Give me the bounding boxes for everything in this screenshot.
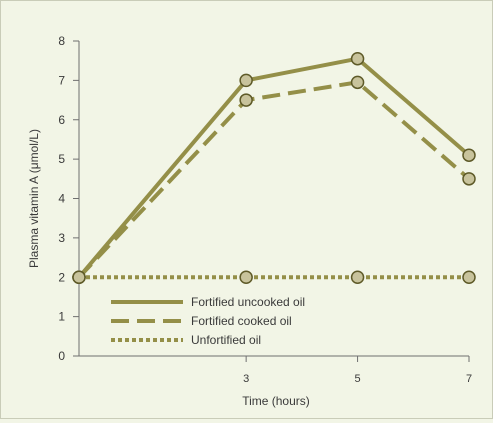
data-point (462, 148, 476, 162)
y-tick-label: 1 (58, 310, 65, 324)
data-point (350, 270, 365, 284)
y-axis-label: Plasma vitamin A (μmol/L) (27, 129, 41, 268)
data-point (239, 270, 253, 284)
data-markers (72, 51, 476, 284)
y-tick-label: 2 (58, 270, 65, 284)
y-tick-label: 8 (58, 34, 65, 48)
data-point (72, 270, 86, 284)
series-line-solid (77, 56, 471, 279)
legend: Fortified uncooked oil Fortified cooked o… (111, 295, 305, 347)
data-point (462, 172, 476, 186)
y-tick-label: 4 (58, 192, 65, 206)
y-ticks: 0 1 2 3 4 5 6 7 8 (58, 34, 79, 363)
data-point (350, 51, 365, 66)
y-tick-label: 3 (58, 231, 65, 245)
y-tick-label: 0 (58, 349, 65, 363)
x-axis-label: Time (hours) (242, 394, 310, 408)
y-tick-label: 6 (58, 113, 65, 127)
series-line-dashed (77, 80, 471, 279)
y-tick-label: 5 (58, 152, 65, 166)
series-lines (77, 56, 471, 280)
legend-label: Fortified cooked oil (191, 314, 292, 328)
x-tick-label: 5 (355, 373, 361, 385)
x-tick-label: 3 (243, 373, 249, 385)
data-point (462, 270, 476, 284)
data-point (239, 93, 253, 107)
legend-label: Fortified uncooked oil (191, 295, 305, 309)
x-ticks: 3 5 7 (243, 356, 472, 385)
data-point (350, 75, 365, 90)
x-tick-label: 7 (466, 373, 472, 385)
data-point (239, 73, 253, 88)
y-tick-label: 7 (58, 73, 65, 87)
legend-label: Unfortified oil (191, 333, 261, 347)
